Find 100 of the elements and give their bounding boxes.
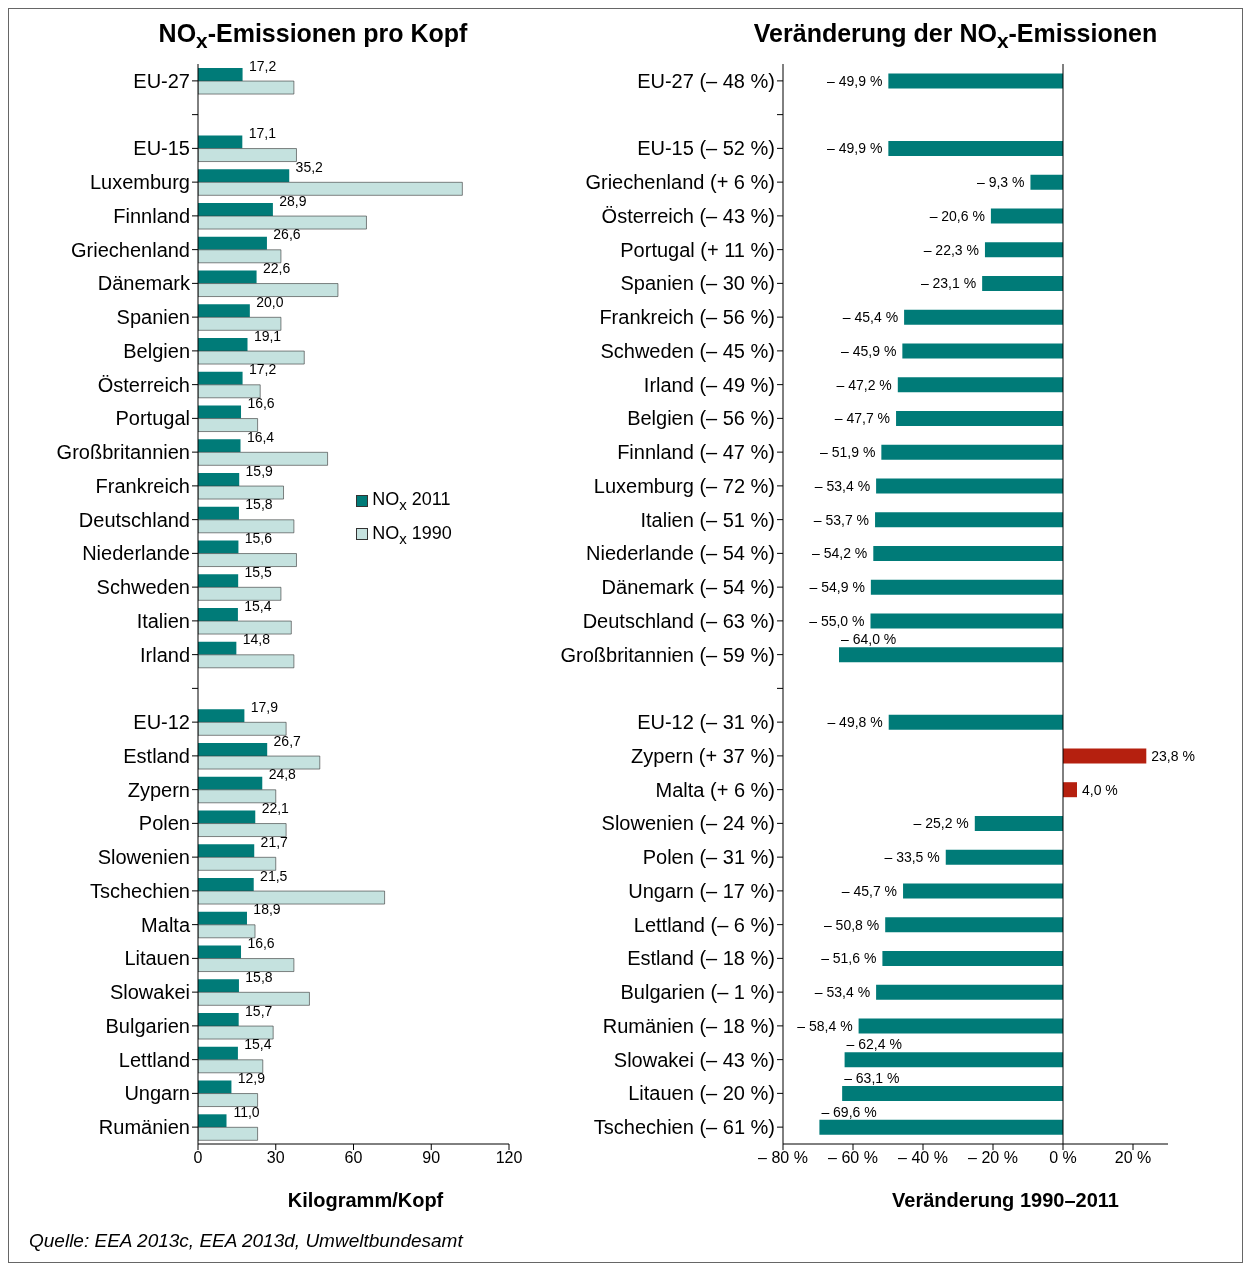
y-tick-label: Luxemburg [89,171,190,194]
data-label: 22,6 [262,260,291,277]
y-tick-label: EU-27 [133,69,190,92]
y-tick-label: Italien [136,609,190,632]
data-label: 15,6 [244,530,273,547]
y-tick-label: Malta (+ 6 %) [655,778,775,801]
data-label: – 9,3 % [976,174,1025,191]
data-label: – 69,6 % [821,1103,877,1120]
y-tick-label: Schweden [96,576,190,599]
data-label: – 47,7 % [834,410,891,427]
data-label: – 51,9 % [820,444,876,461]
y-tick-label: Lettland [118,1048,190,1071]
y-tick-label: Estland [123,744,190,767]
data-label: 15,9 [245,462,274,479]
y-tick-label: Österreich [97,373,190,396]
data-label: – 45,4 % [842,309,899,326]
x-tick-label: 90 [422,1149,441,1167]
y-tick-label: Dänemark [97,272,191,295]
y-tick-label: Rumänien (– 18 %) [602,1014,775,1037]
data-label: – 45,9 % [841,342,897,359]
y-tick-label: Litauen [124,947,190,970]
data-label: – 49,8 % [827,714,883,731]
x-axis-title: Kilogramm/Kopf [286,1189,445,1212]
data-label: – 47,2 % [836,376,892,393]
chart-title: Veränderung der NO$_{x}$-Emissionen [752,19,1159,54]
data-label: – 51,6 % [821,950,877,967]
y-tick-label: EU-15 [133,137,190,160]
y-tick-label: Spanien [116,306,190,329]
y-tick-label: Deutschland (– 63 %) [582,609,775,632]
y-tick-label: Frankreich [95,474,190,497]
data-label: 12,9 [237,1070,266,1087]
x-axis-title: Veränderung 1990–2011 [891,1189,1120,1212]
y-tick-label: Bulgarien (– 1 %) [620,981,775,1004]
y-tick-label: Dänemark (– 54 %) [601,576,775,599]
y-tick-label: Deutschland [78,508,190,531]
y-tick-label: Slowakei (– 43 %) [613,1048,775,1071]
y-tick-label: Belgien [123,339,190,362]
y-tick-label: Italien (– 51 %) [640,508,775,531]
y-tick-label: Zypern [127,778,190,801]
data-label: 18,9 [253,901,281,918]
y-tick-label: Ungarn [124,1082,190,1105]
data-label: 21,5 [260,867,288,884]
data-label: – 53,4 % [814,477,871,494]
y-tick-label: Irland (– 49 %) [643,373,775,396]
y-tick-label: Niederlande [82,542,190,565]
chart-title: NO$_{x}$-Emissionen pro Kopf [157,19,469,54]
y-tick-label: Portugal [115,407,190,430]
data-label: 17,9 [250,698,279,715]
data-label: – 63,1 % [844,1069,900,1086]
y-tick-label: Portugal (+ 11 %) [620,238,775,261]
x-tick-label: 120 [495,1149,523,1167]
data-label: 15,8 [245,968,273,985]
y-tick-label: EU-15 (– 52 %) [637,137,775,160]
x-tick-label: 60 [344,1149,363,1167]
x-tick-label: 20 % [1114,1149,1152,1167]
data-label: 35,2 [295,158,324,175]
data-label: – 54,9 % [809,579,865,596]
data-label: 17,1 [248,125,277,142]
y-tick-label: Tschechien [89,879,190,902]
data-label: 15,8 [245,496,273,513]
y-tick-label: Großbritannien (– 59 %) [560,643,775,666]
data-label: – 20,6 % [929,207,985,224]
y-tick-label: Spanien (– 30 %) [620,272,775,295]
y-tick-label: EU-12 (– 31 %) [637,711,775,734]
data-label: 17,2 [248,57,277,74]
y-tick-label: Litauen (– 20 %) [628,1082,775,1105]
data-label: – 53,4 % [814,984,871,1001]
x-tick-label: – 80 % [758,1149,808,1167]
y-tick-label: Finnland [113,204,190,227]
legend-label: NO$_{x}$ 1990 [372,522,452,547]
data-label: – 45,7 % [841,882,898,899]
data-label: – 54,2 % [812,545,868,562]
data-label: 15,4 [244,597,272,614]
y-tick-label: Slowenien (– 24 %) [601,812,775,835]
y-tick-label: Schweden (– 45 %) [600,339,775,362]
y-tick-label: EU-27 (– 48 %) [637,69,775,92]
data-label: – 58,4 % [797,1017,853,1034]
y-tick-label: Polen (– 31 %) [642,846,775,869]
y-tick-label: Polen [138,812,190,835]
data-label: 24,8 [268,766,297,783]
data-label: – 64,0 % [841,631,897,648]
data-label: 19,1 [253,327,282,344]
y-tick-label: EU-12 [133,711,190,734]
x-tick-label: – 60 % [828,1149,878,1167]
data-label: – 50,8 % [823,916,880,933]
data-label: 16,4 [246,428,275,445]
y-tick-label: Finnland (– 47 %) [617,441,775,464]
data-label: 26,7 [273,732,302,749]
source-note: Quelle: EEA 2013c, EEA 2013d, Umweltbundesamt [29,1230,465,1252]
data-label: – 55,0 % [809,612,865,629]
data-label: 22,1 [261,800,290,817]
data-label: 15,7 [245,1002,273,1019]
y-tick-label: Malta [141,913,191,936]
y-tick-label: Tschechien (– 61 %) [593,1116,775,1139]
y-tick-label: Niederlande (– 54 %) [586,542,775,565]
data-label: 15,4 [244,1036,272,1053]
y-tick-label: Großbritannien [56,441,190,464]
y-tick-label: Zypern (+ 37 %) [631,744,775,767]
y-tick-label: Irland [139,643,190,666]
data-label: 23,8 % [1151,747,1195,764]
